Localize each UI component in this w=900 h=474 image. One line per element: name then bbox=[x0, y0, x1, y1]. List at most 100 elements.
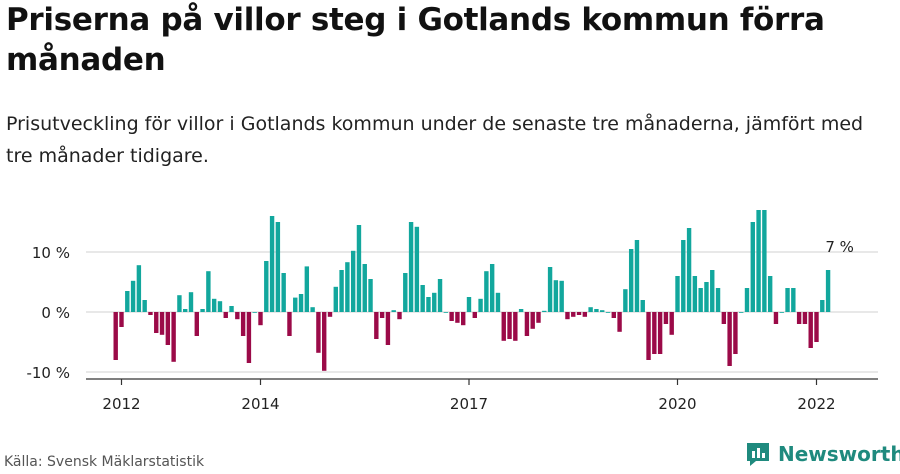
bar bbox=[426, 297, 431, 312]
bar bbox=[773, 312, 779, 324]
bar bbox=[432, 292, 437, 312]
bar bbox=[530, 312, 535, 329]
bar bbox=[194, 312, 199, 336]
bar bbox=[420, 285, 425, 312]
bar bbox=[281, 273, 286, 312]
bar bbox=[791, 288, 796, 312]
bar bbox=[571, 312, 576, 317]
bar bbox=[536, 312, 541, 323]
bar bbox=[177, 295, 182, 312]
bar bbox=[183, 309, 188, 312]
newsworthy-logo-icon bbox=[747, 443, 769, 466]
bar bbox=[414, 226, 420, 312]
bar bbox=[136, 265, 142, 312]
bar bbox=[704, 282, 709, 312]
bar bbox=[304, 266, 310, 312]
x-tick-label: 2017 bbox=[450, 395, 488, 413]
bar bbox=[165, 312, 171, 345]
bar bbox=[322, 312, 327, 371]
chart-title: Priserna på villor steg i Gotlands kommu… bbox=[6, 2, 825, 78]
newsworthy-logo-text: Newsworthy bbox=[778, 442, 900, 466]
bar bbox=[119, 312, 124, 327]
bar bbox=[802, 312, 808, 324]
bar bbox=[559, 280, 564, 312]
bar bbox=[223, 312, 228, 318]
bar bbox=[808, 312, 813, 348]
bar bbox=[715, 288, 721, 312]
bar bbox=[171, 312, 176, 362]
bar bbox=[188, 292, 194, 312]
bar bbox=[211, 298, 217, 312]
bar bbox=[524, 312, 530, 336]
bar bbox=[368, 279, 373, 312]
bar bbox=[379, 312, 385, 318]
bar bbox=[217, 301, 223, 312]
bar bbox=[293, 297, 298, 312]
source-note: Källa: Svensk Mäklarstatistik bbox=[4, 454, 205, 470]
bar bbox=[675, 276, 680, 312]
bar bbox=[594, 309, 599, 312]
bar bbox=[159, 312, 165, 335]
bar bbox=[240, 312, 246, 336]
bar bbox=[779, 312, 784, 313]
bar bbox=[374, 312, 379, 339]
y-tick-label: 10 % bbox=[32, 244, 70, 262]
axes bbox=[86, 378, 878, 385]
bar bbox=[507, 312, 512, 339]
annotation-label: 7 % bbox=[825, 238, 854, 256]
bar bbox=[489, 264, 495, 312]
tick-labels: -10 % 0 % 10 % 2012 2014 2017 2020 2022 7 % bbox=[26, 238, 853, 413]
bar bbox=[767, 276, 773, 312]
bar bbox=[501, 312, 506, 341]
bar bbox=[466, 297, 472, 312]
bar bbox=[391, 310, 396, 312]
bar bbox=[628, 249, 634, 312]
bar bbox=[455, 312, 460, 323]
bar bbox=[762, 210, 767, 312]
bar bbox=[588, 307, 593, 312]
bar bbox=[710, 270, 715, 312]
bar bbox=[472, 312, 477, 318]
y-tick-label: 0 % bbox=[41, 304, 70, 322]
bar bbox=[461, 312, 466, 326]
bar bbox=[750, 222, 755, 312]
bar bbox=[744, 288, 750, 312]
x-tick-label: 2022 bbox=[797, 395, 835, 413]
bar bbox=[686, 228, 692, 312]
bar bbox=[327, 312, 333, 317]
bar bbox=[652, 312, 657, 354]
bar bbox=[611, 312, 616, 318]
bar bbox=[825, 270, 831, 312]
bar bbox=[385, 312, 391, 345]
bar bbox=[692, 276, 698, 312]
bar bbox=[235, 312, 240, 320]
bar bbox=[246, 312, 252, 363]
bar bbox=[663, 312, 669, 324]
bar bbox=[814, 312, 819, 342]
bar bbox=[229, 306, 234, 312]
bars bbox=[113, 210, 831, 371]
bar bbox=[553, 280, 559, 312]
bar bbox=[287, 312, 292, 336]
bar bbox=[449, 312, 454, 321]
bar bbox=[640, 300, 645, 312]
bar bbox=[264, 261, 269, 312]
bar bbox=[634, 240, 640, 312]
bar bbox=[600, 310, 605, 312]
bar bbox=[154, 312, 159, 333]
bar bbox=[576, 312, 582, 315]
bar bbox=[495, 292, 501, 312]
bar bbox=[617, 312, 622, 332]
bar bbox=[350, 250, 356, 312]
bar bbox=[733, 312, 738, 354]
bar bbox=[513, 312, 518, 341]
bar bbox=[785, 288, 790, 312]
bar bbox=[200, 309, 205, 312]
bar bbox=[681, 240, 686, 312]
bar bbox=[437, 279, 443, 312]
bar bbox=[669, 312, 674, 335]
x-tick-label: 2020 bbox=[658, 395, 696, 413]
bar bbox=[646, 312, 651, 360]
bar bbox=[408, 222, 414, 312]
bar bbox=[484, 271, 489, 312]
